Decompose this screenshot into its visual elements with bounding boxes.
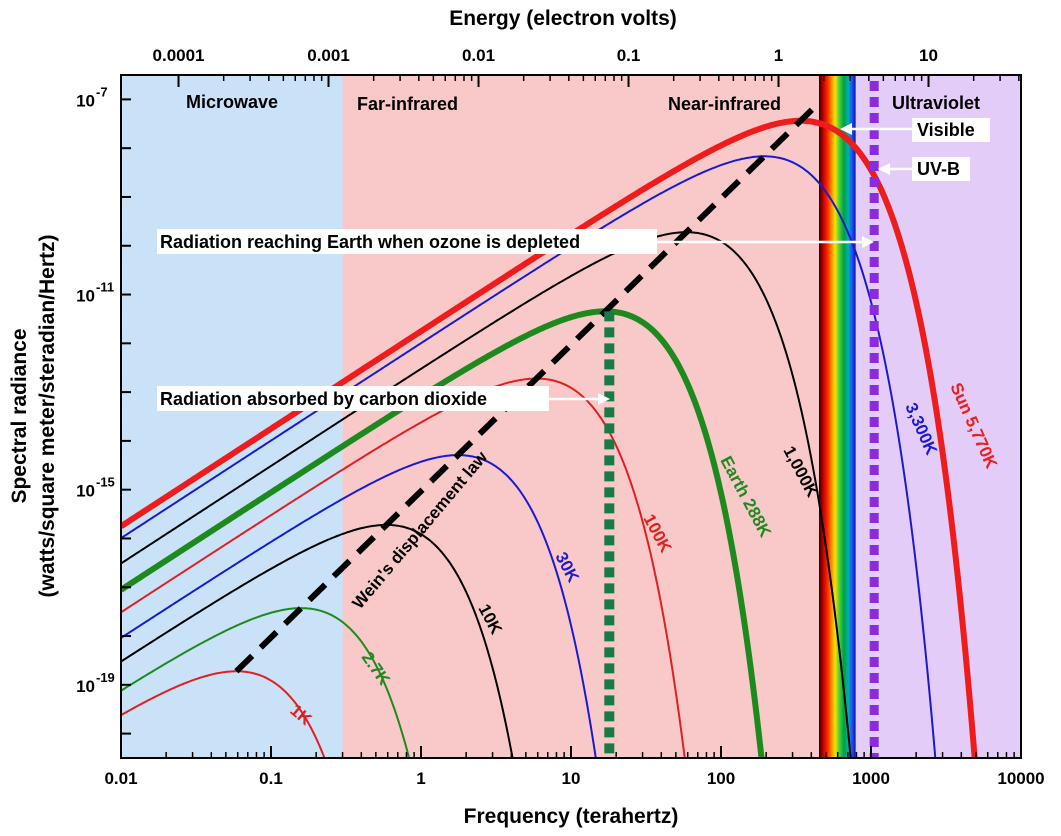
region-band-1 <box>342 75 721 758</box>
region-band-2 <box>721 75 819 758</box>
y-tick-exponent: -19 <box>96 670 115 685</box>
curve-1-000k <box>121 231 852 758</box>
x-tick-label: 10000 <box>997 769 1044 788</box>
y-axis-title-line2: (watts/square meter/steradian/Hertz) <box>36 235 59 598</box>
overlay-lines <box>234 81 879 758</box>
x2-tick-label: 1 <box>774 46 783 65</box>
visible-arrow-icon <box>840 123 912 135</box>
y-tick-label: 10 <box>76 677 95 696</box>
x-tick-label: 0.1 <box>259 769 283 788</box>
y-tick-label: 10 <box>76 287 95 306</box>
co2-absorbed-label: Radiation absorbed by carbon dioxide <box>160 389 487 409</box>
x2-axis-title: Energy (electron volts) <box>449 7 677 30</box>
x-tick-label: 1 <box>416 769 425 788</box>
region-label-ultraviolet: Ultraviolet <box>892 93 980 113</box>
y-tick-label: 10 <box>76 91 95 110</box>
uvb-label-box <box>912 157 970 181</box>
y-tick-label: 10 <box>76 482 95 501</box>
uvb-arrow-icon <box>878 163 912 175</box>
uvb-label: UV-B <box>917 159 960 179</box>
x-axis-title: Frequency (terahertz) <box>464 805 679 828</box>
ozone-label-box <box>157 229 657 254</box>
y-tick-exponent: -7 <box>96 84 108 99</box>
curve-3-300k <box>121 155 937 758</box>
visible-spectrum-band <box>818 75 856 758</box>
x2-tick-label: 0.01 <box>462 46 495 65</box>
x2-tick-label: 0.001 <box>307 46 350 65</box>
y-tick-exponent: -11 <box>96 280 114 295</box>
visible-label-box <box>912 118 990 142</box>
curve-2-7k <box>121 607 411 758</box>
region-label-far-infrared: Far-infrared <box>357 94 458 114</box>
visible-label: Visible <box>917 120 975 140</box>
co2-label-box <box>157 386 549 411</box>
curve-1k <box>121 670 326 758</box>
x-tick-label: 100 <box>707 769 735 788</box>
x2-tick-label: 0.1 <box>617 46 641 65</box>
spectrum-regions <box>121 75 1021 758</box>
curve-10k <box>121 523 514 758</box>
curve-100k <box>121 377 686 758</box>
region-label-microwave: Microwave <box>186 92 278 112</box>
curve-earth-288k <box>121 308 765 758</box>
region-band-0 <box>121 75 343 758</box>
y-tick-exponent: -15 <box>96 475 115 490</box>
curve-30k <box>121 454 597 758</box>
co2-arrow-icon <box>549 393 610 405</box>
axis-ticks: 0.01 0.1 1 10 100 1000 10000 0.0001 0.001 0.01 0.1… <box>76 46 1045 788</box>
region-label-near-infrared: Near-infrared <box>668 94 781 114</box>
x-tick-label: 10 <box>562 769 581 788</box>
x2-tick-label: 10 <box>919 46 938 65</box>
y-axis-title-line1: Spectral radiance <box>8 328 31 503</box>
ozone-arrow-icon <box>657 236 874 248</box>
x2-tick-label: 0.0001 <box>153 46 205 65</box>
x-tick-label: 1000 <box>852 769 890 788</box>
ozone-depleted-label: Radiation reaching Earth when ozone is d… <box>160 232 580 252</box>
x-tick-label: 0.01 <box>104 769 137 788</box>
